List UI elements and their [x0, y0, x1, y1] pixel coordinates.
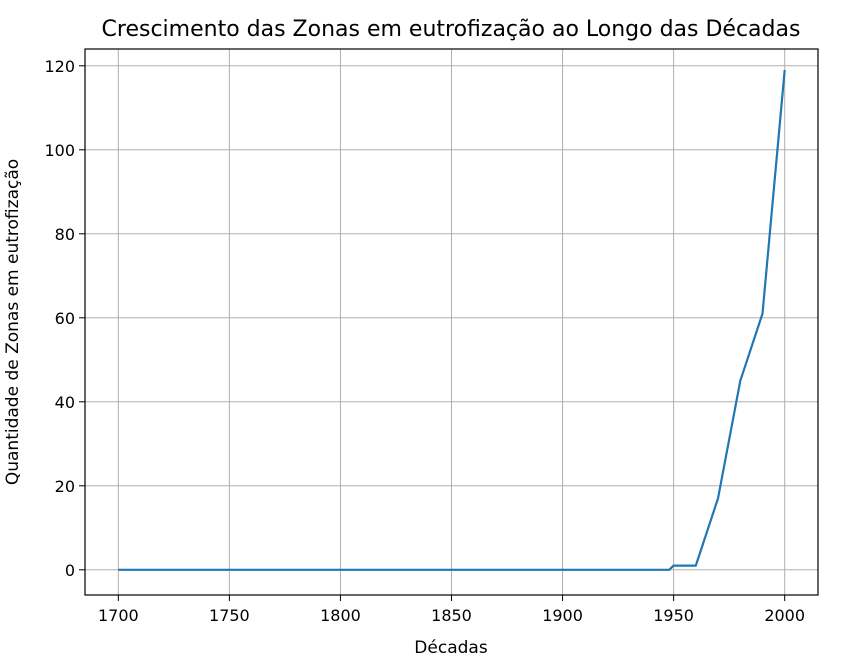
- y-tick-label: 120: [44, 57, 75, 76]
- y-tick-label: 80: [55, 225, 75, 244]
- y-tick-label: 40: [55, 393, 75, 412]
- x-tick-label: 1800: [320, 606, 361, 625]
- x-axis-label: Décadas: [414, 638, 488, 658]
- y-tick-label: 60: [55, 309, 75, 328]
- x-tick-label: 1950: [653, 606, 694, 625]
- series-line-0: [118, 69, 786, 571]
- chart-title: Crescimento das Zonas em eutrofização ao…: [102, 17, 801, 42]
- grid: [85, 49, 818, 595]
- y-axis: 0 20 40 60 80 100 120: [44, 57, 85, 580]
- y-tick-label: 20: [55, 477, 75, 496]
- x-tick-label: 2000: [764, 606, 805, 625]
- x-axis: 1700 1750 1800 1850 1900 1950 2000: [98, 595, 805, 625]
- y-tick-label: 0: [65, 561, 75, 580]
- y-tick-label: 100: [44, 141, 75, 160]
- x-tick-label: 1900: [542, 606, 583, 625]
- series-group: [118, 69, 786, 571]
- x-tick-label: 1850: [431, 606, 472, 625]
- y-axis-label: Quantidade de Zonas em eutrofização: [3, 159, 23, 485]
- x-tick-label: 1700: [98, 606, 139, 625]
- x-tick-label: 1750: [209, 606, 250, 625]
